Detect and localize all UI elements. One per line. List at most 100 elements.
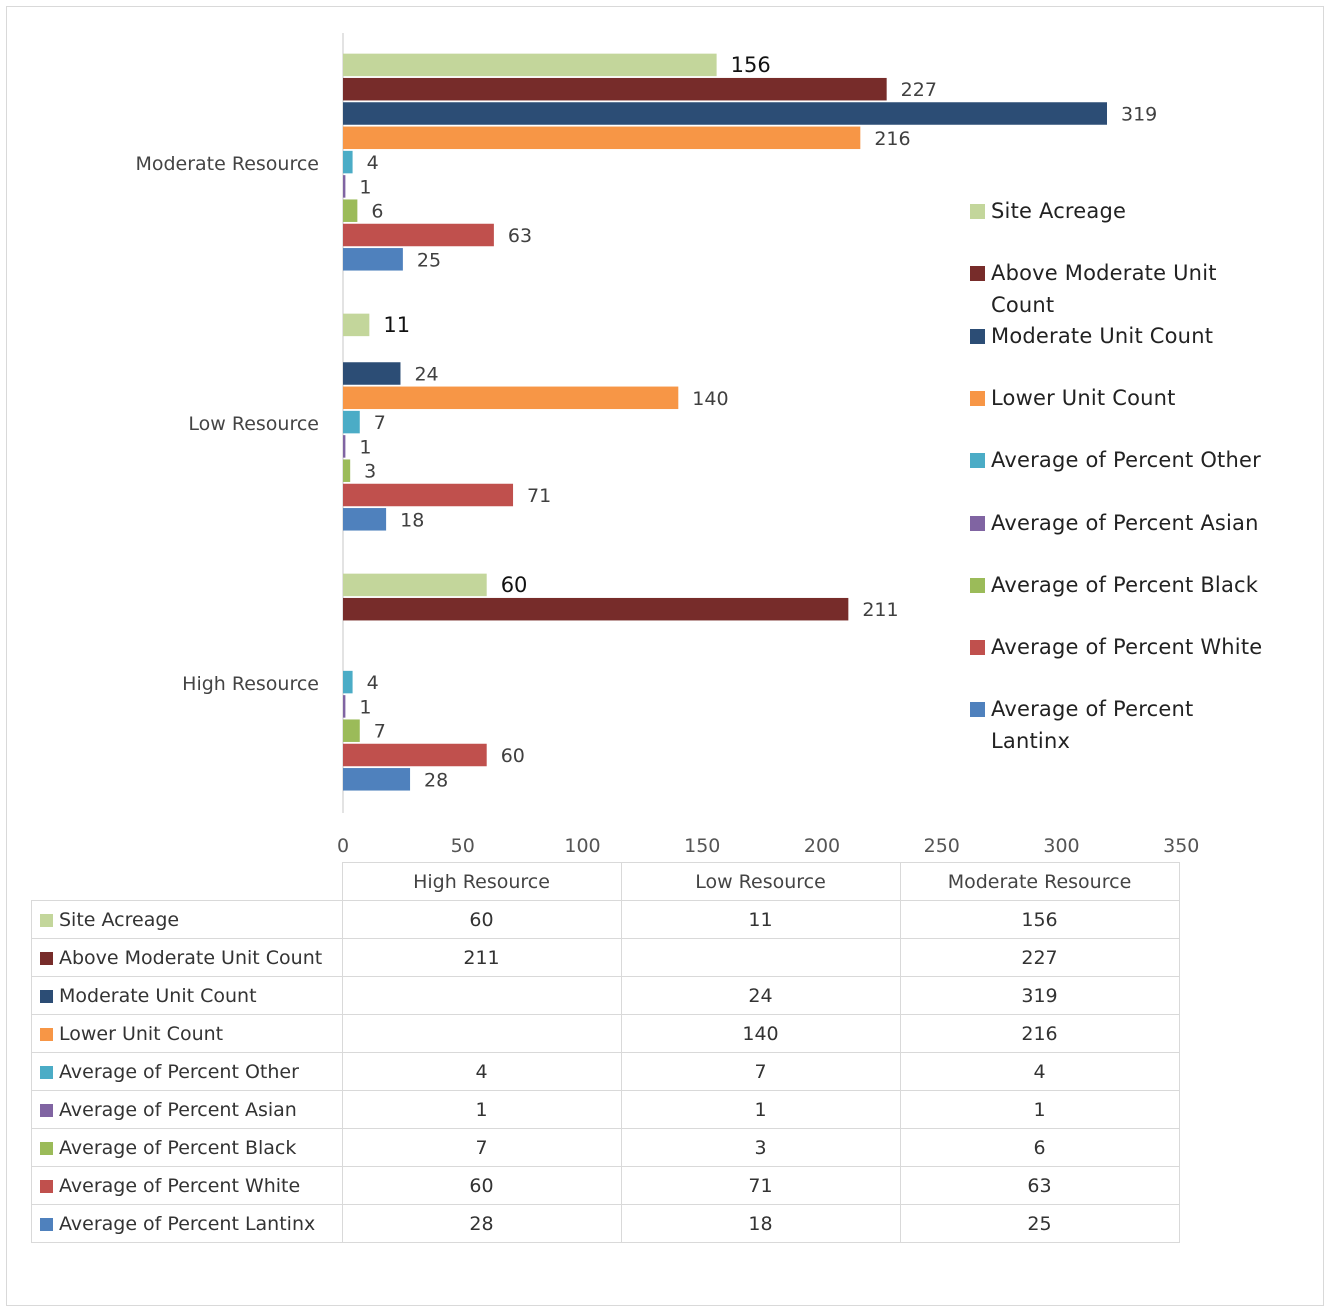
table-swatch bbox=[40, 1103, 53, 1117]
bar-average-of-percent-asian-high-resource bbox=[343, 695, 346, 718]
data-label-average-of-percent-other-high-resource: 4 bbox=[367, 672, 379, 694]
bar-chart: 0 50 100 150 200 250 300 350 High Resource 60 211 4… bbox=[135, 33, 1199, 857]
legend-item-average-of-percent-lantinx: Average of Percent Lantinx bbox=[970, 693, 1270, 757]
table-swatch bbox=[40, 1217, 53, 1231]
legend-swatch bbox=[970, 328, 985, 344]
legend-item-average-of-percent-white: Average of Percent White bbox=[970, 631, 1270, 663]
data-label-average-of-percent-asian-low-resource: 1 bbox=[359, 436, 371, 458]
bar-average-of-percent-lantinx-moderate-resource bbox=[343, 248, 403, 271]
data-label-average-of-percent-lantinx-low-resource: 18 bbox=[400, 509, 424, 531]
legend-label: Site Acreage bbox=[991, 199, 1127, 223]
bar-above-moderate-unit-count-high-resource bbox=[343, 597, 849, 621]
table-swatch bbox=[40, 1179, 53, 1193]
bar-moderate-unit-count-low-resource bbox=[343, 362, 401, 385]
data-label-lower-unit-count-low-resource: 140 bbox=[692, 388, 728, 410]
data-label-average-of-percent-black-moderate-resource: 6 bbox=[371, 201, 383, 223]
legend-swatch bbox=[970, 702, 985, 718]
x-tick-label: 150 bbox=[684, 835, 720, 857]
legend-label: Average of Percent Black bbox=[991, 572, 1259, 597]
table-row: Average of Percent Lantinx 28 18 25 bbox=[31, 1204, 1180, 1243]
table-cell: 1 bbox=[341, 1090, 622, 1129]
data-label-average-of-percent-white-high-resource: 60 bbox=[501, 745, 525, 767]
x-tick-label: 300 bbox=[1043, 835, 1079, 857]
table-cell bbox=[341, 1014, 622, 1053]
x-tick-label: 50 bbox=[451, 835, 475, 857]
bar-moderate-unit-count-moderate-resource bbox=[343, 102, 1108, 125]
table-cell: 4 bbox=[899, 1052, 1180, 1091]
table-row-label: Average of Percent Other bbox=[31, 1052, 343, 1091]
data-label-site-acreage-high-resource: 60 bbox=[501, 573, 528, 597]
data-label-above-moderate-unit-count-high-resource: 211 bbox=[862, 599, 898, 621]
legend-label: Above Moderate Unit Count bbox=[991, 261, 1217, 318]
x-tick-label: 100 bbox=[564, 835, 600, 857]
table-row-label: Site Acreage bbox=[31, 900, 343, 939]
legend-swatch bbox=[970, 390, 985, 406]
legend-item-lower-unit-count: Lower Unit Count bbox=[970, 382, 1270, 414]
table-cell: 227 bbox=[899, 938, 1180, 977]
bar-average-of-percent-other-high-resource bbox=[343, 670, 353, 694]
data-label-average-of-percent-other-low-resource: 7 bbox=[374, 412, 386, 434]
bar-average-of-percent-black-low-resource bbox=[343, 459, 351, 482]
table-cell: 60 bbox=[341, 900, 622, 939]
legend-label: Lower Unit Count bbox=[991, 385, 1176, 410]
table-swatch bbox=[40, 1027, 53, 1041]
table-cell: 140 bbox=[620, 1014, 901, 1053]
table-cell: 24 bbox=[620, 976, 901, 1015]
data-label-average-of-percent-other-moderate-resource: 4 bbox=[367, 152, 379, 174]
category-label-moderate-resource: Moderate Resource bbox=[135, 153, 319, 175]
legend-swatch bbox=[970, 266, 985, 282]
table-cell: 71 bbox=[620, 1166, 901, 1205]
category-label-low-resource: Low Resource bbox=[188, 413, 319, 435]
data-label-average-of-percent-white-low-resource: 71 bbox=[527, 485, 551, 507]
legend-item-average-of-percent-asian: Average of Percent Asian bbox=[970, 507, 1270, 539]
data-label-average-of-percent-white-moderate-resource: 63 bbox=[508, 225, 532, 247]
data-label-average-of-percent-black-low-resource: 3 bbox=[364, 461, 376, 483]
table-row: Average of Percent Black 7 3 6 bbox=[31, 1128, 1180, 1167]
bar-lower-unit-count-low-resource bbox=[343, 386, 679, 410]
data-label-average-of-percent-black-high-resource: 7 bbox=[374, 721, 386, 743]
table-swatch bbox=[40, 1065, 53, 1079]
table-cell: 11 bbox=[620, 900, 901, 939]
legend-label: Average of Percent Lantinx bbox=[991, 697, 1194, 754]
table-row: Average of Percent White 60 71 63 bbox=[31, 1166, 1180, 1205]
table-cell: 60 bbox=[341, 1166, 622, 1205]
bar-average-of-percent-white-moderate-resource bbox=[343, 223, 494, 247]
table-row: Above Moderate Unit Count 211 227 bbox=[31, 938, 1180, 977]
data-table-header-moderate-resource: Moderate Resource bbox=[899, 862, 1180, 901]
table-cell: 28 bbox=[341, 1204, 622, 1243]
table-swatch bbox=[40, 913, 53, 927]
table-row: Lower Unit Count 140 216 bbox=[31, 1014, 1180, 1053]
category-label-high-resource: High Resource bbox=[182, 673, 319, 695]
legend-item-site-acreage: Site Acreage bbox=[970, 195, 1270, 227]
table-series-name: Lower Unit Count bbox=[59, 1022, 224, 1045]
table-cell: 7 bbox=[620, 1052, 901, 1091]
data-label-site-acreage-moderate-resource: 156 bbox=[731, 53, 771, 77]
table-series-name: Average of Percent Other bbox=[59, 1060, 299, 1083]
legend-swatch bbox=[970, 204, 985, 219]
table-cell: 18 bbox=[620, 1204, 901, 1243]
data-label-average-of-percent-asian-moderate-resource: 1 bbox=[359, 176, 371, 198]
table-cell: 1 bbox=[620, 1090, 901, 1129]
legend-swatch bbox=[970, 515, 985, 531]
table-series-name: Average of Percent Asian bbox=[59, 1098, 297, 1121]
legend-label: Average of Percent Other bbox=[991, 448, 1261, 473]
data-label-moderate-unit-count-moderate-resource: 319 bbox=[1121, 104, 1157, 126]
bar-above-moderate-unit-count-moderate-resource bbox=[343, 77, 887, 101]
legend-label: Average of Percent White bbox=[991, 635, 1263, 660]
table-cell: 6 bbox=[899, 1128, 1180, 1167]
table-cell bbox=[341, 976, 622, 1015]
table-cell: 4 bbox=[341, 1052, 622, 1091]
table-cell: 211 bbox=[341, 938, 622, 977]
table-series-name: Average of Percent Black bbox=[59, 1136, 297, 1159]
table-row: Average of Percent Asian 1 1 1 bbox=[31, 1090, 1180, 1129]
legend-label: Average of Percent Asian bbox=[991, 510, 1259, 535]
bar-average-of-percent-asian-moderate-resource bbox=[343, 175, 346, 198]
legend-label: Moderate Unit Count bbox=[991, 323, 1214, 348]
data-table-header-high-resource: High Resource bbox=[341, 862, 622, 901]
table-cell: 1 bbox=[899, 1090, 1180, 1129]
bar-average-of-percent-lantinx-high-resource bbox=[343, 768, 411, 791]
table-series-name: Average of Percent Lantinx bbox=[59, 1212, 316, 1235]
data-table-header-low-resource: Low Resource bbox=[620, 862, 901, 901]
x-tick-label: 0 bbox=[337, 835, 349, 857]
data-label-moderate-unit-count-low-resource: 24 bbox=[414, 364, 438, 386]
